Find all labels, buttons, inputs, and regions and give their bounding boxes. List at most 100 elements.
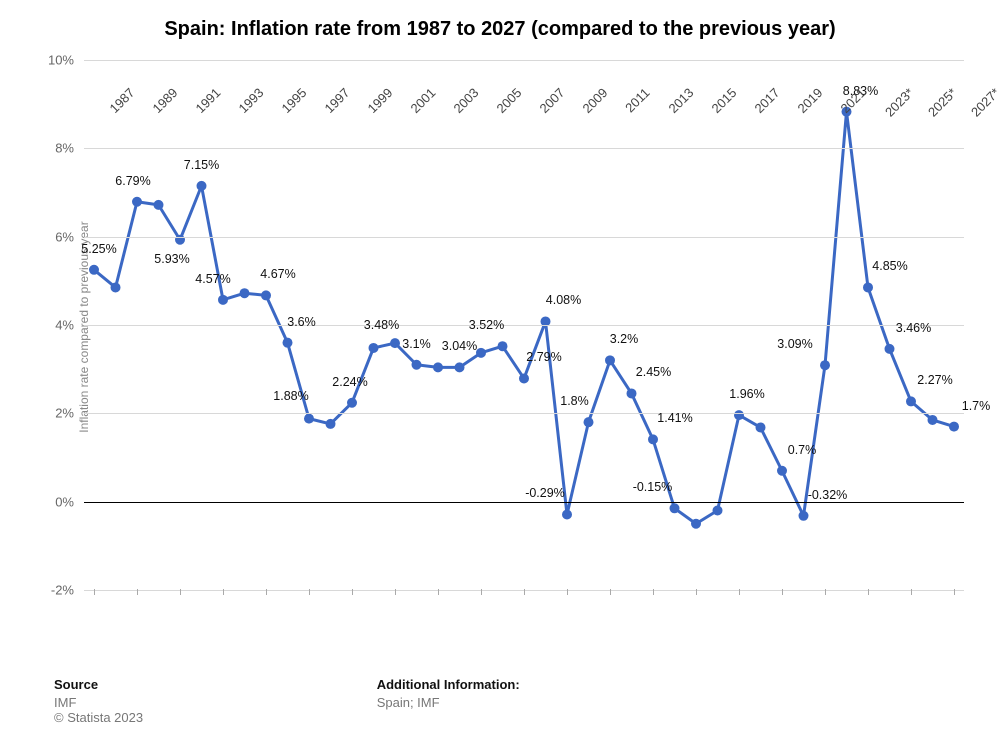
data-point[interactable] <box>605 355 615 365</box>
data-point[interactable] <box>734 410 744 420</box>
addl-heading: Additional Information: <box>377 677 520 692</box>
point-label: 4.67% <box>260 267 295 283</box>
xtick <box>352 589 353 595</box>
point-label: 5.25% <box>81 242 116 258</box>
data-point[interactable] <box>390 338 400 348</box>
ytick-label: 6% <box>55 229 84 244</box>
point-label: 2.27% <box>917 373 952 389</box>
chart-title: Spain: Inflation rate from 1987 to 2027 … <box>0 0 1000 41</box>
gridline <box>84 148 964 149</box>
data-point[interactable] <box>691 519 701 529</box>
data-point[interactable] <box>89 265 99 275</box>
point-label: 1.7% <box>962 399 991 415</box>
point-label: 7.15% <box>184 158 219 174</box>
xtick <box>954 589 955 595</box>
xtick <box>524 589 525 595</box>
chart-container: Spain: Inflation rate from 1987 to 2027 … <box>0 0 1000 743</box>
data-point[interactable] <box>132 197 142 207</box>
data-point[interactable] <box>627 388 637 398</box>
point-label: 2.79% <box>526 350 561 366</box>
data-point[interactable] <box>820 360 830 370</box>
gridline <box>84 325 964 326</box>
xtick <box>911 589 912 595</box>
data-point[interactable] <box>326 419 336 429</box>
data-point[interactable] <box>799 511 809 521</box>
xtick <box>610 589 611 595</box>
point-label: 1.8% <box>560 394 589 410</box>
data-point[interactable] <box>949 422 959 432</box>
data-point[interactable] <box>412 360 422 370</box>
data-point[interactable] <box>756 422 766 432</box>
series-line <box>94 112 954 524</box>
data-point[interactable] <box>863 282 873 292</box>
xtick <box>309 589 310 595</box>
data-point[interactable] <box>197 181 207 191</box>
point-label: 4.08% <box>546 293 581 309</box>
ytick-label: 8% <box>55 141 84 156</box>
data-point[interactable] <box>455 362 465 372</box>
footer-additional: Additional Information: Spain; IMF <box>377 677 520 710</box>
xtick <box>653 589 654 595</box>
gridline <box>84 413 964 414</box>
point-label: 2.45% <box>636 365 671 381</box>
source-heading: Source <box>54 677 143 692</box>
point-label: 3.48% <box>364 318 399 334</box>
data-point[interactable] <box>670 503 680 513</box>
point-label: -0.29% <box>525 486 565 502</box>
data-point[interactable] <box>498 341 508 351</box>
data-point[interactable] <box>562 509 572 519</box>
xtick <box>868 589 869 595</box>
xtick <box>739 589 740 595</box>
xtick <box>438 589 439 595</box>
data-point[interactable] <box>347 398 357 408</box>
footer-source: Source IMF © Statista 2023 <box>54 677 143 725</box>
point-label: 3.1% <box>402 337 431 353</box>
addl-line1: Spain; IMF <box>377 695 520 710</box>
data-point[interactable] <box>369 343 379 353</box>
data-point[interactable] <box>433 362 443 372</box>
data-point[interactable] <box>261 290 271 300</box>
data-point[interactable] <box>154 200 164 210</box>
xtick <box>782 589 783 595</box>
point-label: 3.09% <box>777 337 812 353</box>
data-point[interactable] <box>519 373 529 383</box>
gridline <box>84 60 964 61</box>
point-label: 1.88% <box>273 389 308 405</box>
point-label: 3.2% <box>610 332 639 348</box>
point-label: 4.57% <box>195 272 230 288</box>
xtick <box>137 589 138 595</box>
data-point[interactable] <box>584 417 594 427</box>
point-label: 1.96% <box>729 387 764 403</box>
xtick-label: 2027* <box>968 85 1000 120</box>
xtick <box>223 589 224 595</box>
data-point[interactable] <box>777 466 787 476</box>
data-point[interactable] <box>885 344 895 354</box>
data-point[interactable] <box>111 282 121 292</box>
point-label: 3.04% <box>442 339 477 355</box>
point-label: -0.15% <box>633 480 673 496</box>
xtick <box>696 589 697 595</box>
data-point[interactable] <box>240 288 250 298</box>
data-point[interactable] <box>928 415 938 425</box>
xtick <box>395 589 396 595</box>
gridline <box>84 237 964 238</box>
data-point[interactable] <box>304 414 314 424</box>
ytick-label: 10% <box>48 53 84 68</box>
point-label: 0.7% <box>788 443 817 459</box>
xtick <box>266 589 267 595</box>
data-point[interactable] <box>476 348 486 358</box>
data-point[interactable] <box>218 295 228 305</box>
xtick <box>180 589 181 595</box>
source-line1: IMF <box>54 695 143 710</box>
plot-area: -2%0%2%4%6%8%10%5.25%6.79%5.93%7.15%4.57… <box>84 60 964 590</box>
ytick-label: 0% <box>55 494 84 509</box>
point-label: -0.32% <box>808 488 848 504</box>
ytick-label: 2% <box>55 406 84 421</box>
chart-footer: Source IMF © Statista 2023 Additional In… <box>54 677 610 725</box>
source-line2: © Statista 2023 <box>54 710 143 725</box>
data-point[interactable] <box>906 396 916 406</box>
data-point[interactable] <box>283 338 293 348</box>
point-label: 1.41% <box>657 411 692 427</box>
data-point[interactable] <box>713 506 723 516</box>
data-point[interactable] <box>648 434 658 444</box>
